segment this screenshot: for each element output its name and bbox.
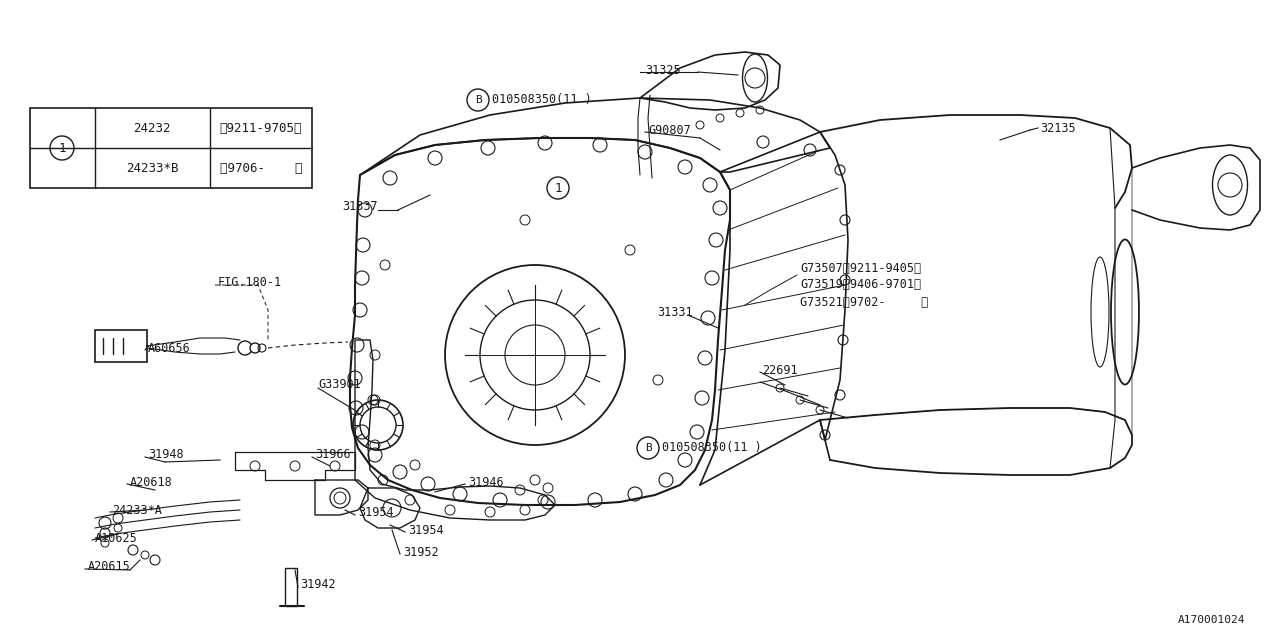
Circle shape	[547, 177, 570, 199]
Circle shape	[238, 341, 252, 355]
Text: 1: 1	[59, 141, 65, 154]
Text: 31948: 31948	[148, 449, 183, 461]
Text: B: B	[475, 95, 481, 105]
Circle shape	[250, 343, 260, 353]
Text: 31331: 31331	[658, 305, 692, 319]
Text: 22691: 22691	[762, 364, 797, 376]
Text: 31952: 31952	[403, 545, 439, 559]
Text: A20615: A20615	[88, 561, 131, 573]
Bar	[95, 330, 147, 362]
Circle shape	[50, 136, 74, 160]
Text: 31325: 31325	[645, 63, 681, 77]
Text: G90807: G90807	[648, 124, 691, 136]
Bar	[285, 568, 297, 606]
Text: 31966: 31966	[315, 449, 351, 461]
Text: 1: 1	[554, 182, 562, 195]
Text: 24232: 24232	[133, 122, 170, 134]
Text: 24233*A: 24233*A	[113, 504, 161, 516]
Text: 010508350(11 ): 010508350(11 )	[662, 442, 762, 454]
Text: を9706-    〉: を9706- 〉	[220, 161, 302, 175]
Text: 24233*B: 24233*B	[125, 161, 178, 175]
Text: 32135: 32135	[1039, 122, 1075, 134]
Text: G73521〈9702-     〉: G73521〈9702- 〉	[800, 296, 928, 308]
Text: 31954: 31954	[408, 524, 444, 536]
Circle shape	[637, 437, 659, 459]
Text: A10625: A10625	[95, 531, 138, 545]
Text: を9211-9705〉: を9211-9705〉	[220, 122, 302, 134]
Text: 31954: 31954	[358, 506, 394, 520]
Text: B: B	[645, 443, 652, 453]
Text: FIG.180-1: FIG.180-1	[218, 276, 282, 289]
Text: G33901: G33901	[317, 378, 361, 392]
Text: G73519〈9406-9701〉: G73519〈9406-9701〉	[800, 278, 922, 291]
Text: 31337: 31337	[342, 200, 378, 214]
Bar	[29, 108, 312, 188]
Text: A170001024: A170001024	[1178, 615, 1245, 625]
Text: A60656: A60656	[148, 342, 191, 355]
Circle shape	[467, 89, 489, 111]
Text: 010508350(11 ): 010508350(11 )	[492, 93, 591, 106]
Text: A20618: A20618	[131, 476, 173, 488]
Text: 31942: 31942	[300, 579, 335, 591]
Text: G73507〈9211-9405〉: G73507〈9211-9405〉	[800, 262, 922, 275]
Text: 31946: 31946	[468, 476, 503, 488]
